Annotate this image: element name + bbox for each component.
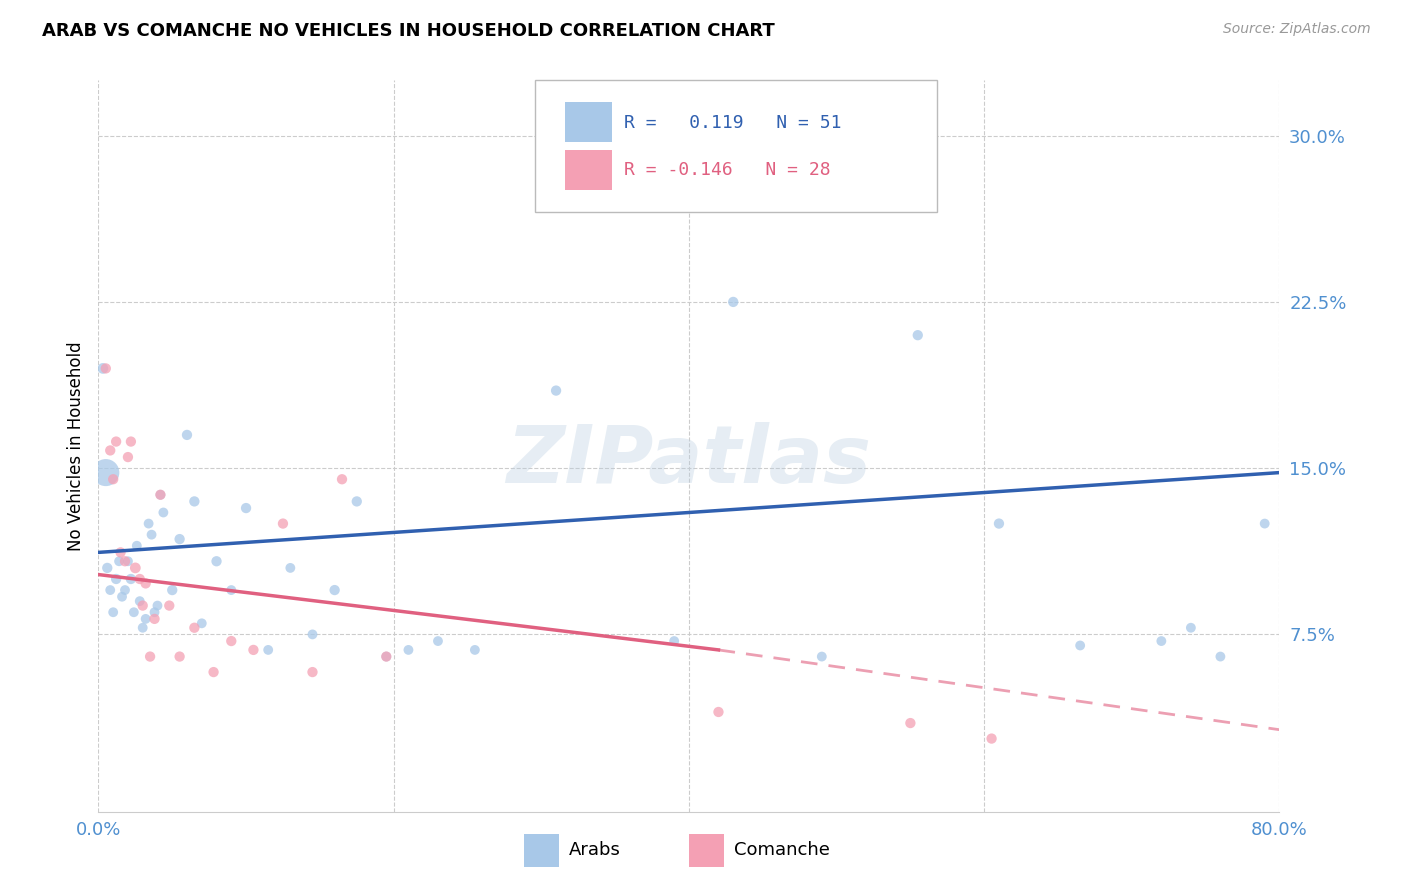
Point bbox=[141, 527, 163, 541]
Point bbox=[94, 466, 117, 480]
Point bbox=[301, 665, 323, 679]
Point bbox=[120, 434, 142, 449]
Point bbox=[375, 649, 398, 664]
Point bbox=[546, 384, 568, 398]
FancyBboxPatch shape bbox=[523, 834, 560, 867]
Point bbox=[128, 594, 150, 608]
Point bbox=[103, 605, 125, 619]
Point bbox=[103, 472, 125, 486]
Point bbox=[707, 705, 730, 719]
FancyBboxPatch shape bbox=[565, 103, 612, 143]
Point bbox=[221, 634, 243, 648]
Point bbox=[139, 649, 162, 664]
Point bbox=[162, 583, 183, 598]
Point bbox=[135, 576, 157, 591]
Point bbox=[98, 443, 121, 458]
Point bbox=[257, 643, 280, 657]
Point bbox=[375, 649, 398, 664]
Point bbox=[221, 583, 243, 598]
Point bbox=[907, 328, 929, 343]
Y-axis label: No Vehicles in Household: No Vehicles in Household bbox=[66, 341, 84, 551]
Point bbox=[169, 649, 191, 664]
Text: ZIPatlas: ZIPatlas bbox=[506, 422, 872, 500]
Point bbox=[205, 554, 228, 568]
Point bbox=[91, 361, 114, 376]
Point bbox=[980, 731, 1002, 746]
Point bbox=[1209, 649, 1232, 664]
Point bbox=[143, 612, 166, 626]
Point bbox=[149, 488, 172, 502]
Point bbox=[149, 488, 172, 502]
FancyBboxPatch shape bbox=[689, 834, 724, 867]
Point bbox=[183, 621, 205, 635]
Point bbox=[271, 516, 294, 531]
Point bbox=[94, 361, 117, 376]
Point bbox=[1254, 516, 1277, 531]
Text: Source: ZipAtlas.com: Source: ZipAtlas.com bbox=[1223, 22, 1371, 37]
Point bbox=[111, 590, 134, 604]
Point bbox=[114, 583, 136, 598]
Point bbox=[105, 434, 128, 449]
Point bbox=[1069, 639, 1091, 653]
Point bbox=[132, 599, 155, 613]
Point bbox=[135, 612, 157, 626]
Point bbox=[143, 605, 166, 619]
Point bbox=[242, 643, 264, 657]
Point bbox=[427, 634, 450, 648]
Point bbox=[301, 627, 323, 641]
Point bbox=[191, 616, 214, 631]
Point bbox=[157, 599, 180, 613]
Point bbox=[1180, 621, 1202, 635]
Point bbox=[117, 554, 139, 568]
Point bbox=[98, 583, 121, 598]
Point bbox=[183, 494, 205, 508]
FancyBboxPatch shape bbox=[536, 80, 936, 212]
Point bbox=[664, 634, 686, 648]
Text: R =   0.119   N = 51: R = 0.119 N = 51 bbox=[624, 113, 841, 132]
Text: Comanche: Comanche bbox=[734, 841, 830, 859]
Point bbox=[108, 554, 131, 568]
Point bbox=[114, 554, 136, 568]
Point bbox=[464, 643, 486, 657]
Point bbox=[280, 561, 302, 575]
Point bbox=[132, 621, 155, 635]
Point bbox=[124, 561, 146, 575]
Point bbox=[723, 294, 745, 309]
Point bbox=[138, 516, 160, 531]
Point bbox=[605, 151, 627, 165]
Point bbox=[202, 665, 225, 679]
Point bbox=[152, 506, 174, 520]
Point bbox=[122, 605, 145, 619]
Point bbox=[146, 599, 169, 613]
Point bbox=[176, 428, 198, 442]
Point bbox=[330, 472, 353, 486]
Text: ARAB VS COMANCHE NO VEHICLES IN HOUSEHOLD CORRELATION CHART: ARAB VS COMANCHE NO VEHICLES IN HOUSEHOL… bbox=[42, 22, 775, 40]
Text: R = -0.146   N = 28: R = -0.146 N = 28 bbox=[624, 161, 831, 179]
Point bbox=[346, 494, 368, 508]
Point bbox=[988, 516, 1011, 531]
Point bbox=[125, 539, 148, 553]
Point bbox=[120, 572, 142, 586]
Point bbox=[900, 716, 922, 731]
Point bbox=[117, 450, 139, 464]
Text: Arabs: Arabs bbox=[568, 841, 620, 859]
FancyBboxPatch shape bbox=[565, 150, 612, 190]
Point bbox=[128, 572, 150, 586]
Point bbox=[235, 501, 257, 516]
Point bbox=[810, 649, 832, 664]
Point bbox=[96, 561, 118, 575]
Point bbox=[169, 532, 191, 546]
Point bbox=[110, 545, 132, 559]
Point bbox=[323, 583, 346, 598]
Point bbox=[398, 643, 420, 657]
Point bbox=[105, 572, 128, 586]
Point bbox=[1150, 634, 1173, 648]
